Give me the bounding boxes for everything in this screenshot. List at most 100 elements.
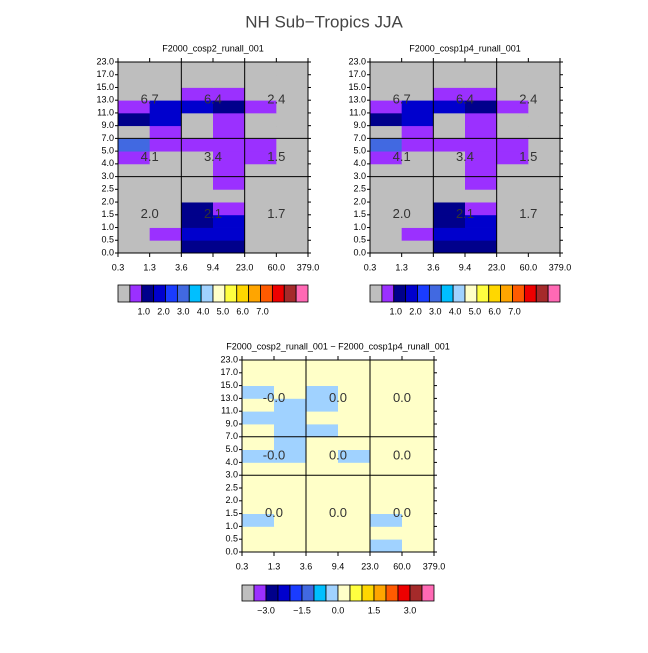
region-label: 1.5 [267,149,285,164]
cell [306,436,339,450]
cell [402,372,435,386]
cell [213,240,246,254]
cell [465,202,498,216]
cell [181,74,214,88]
colorbar-box [241,584,255,602]
cell [402,462,435,476]
region-label: 4.1 [141,149,159,164]
cell [242,500,275,514]
cell [370,138,403,152]
y-tick-label: 11.0 [97,107,114,117]
colorbar-box [200,284,214,303]
cell [370,240,403,254]
y-tick-label: 9.0 [101,120,114,130]
cell [276,100,309,114]
colorbar-box [117,284,131,303]
colorbar-box [523,284,537,303]
cell [118,62,151,76]
cell [401,163,434,177]
cell [496,176,529,190]
y-tick-label: 2.0 [225,495,238,505]
cell [528,227,561,241]
cell [338,500,371,514]
colorbar-tick-label: 4.0 [197,306,210,316]
region-label: 1.5 [519,149,537,164]
x-tick-label: 23.0 [488,262,506,272]
cell [338,411,371,425]
cell [149,240,182,254]
cell [338,360,371,374]
cell [242,513,275,527]
cell [276,163,309,177]
cell [528,151,561,165]
cell [118,163,151,177]
colorbar-tick-label: 2.0 [409,306,422,316]
cell [370,462,403,476]
colorbar-tick-label: −1.5 [293,605,311,615]
cell [276,202,309,216]
cell [496,151,529,165]
cell [338,488,371,502]
cell [181,227,214,241]
cell [306,513,339,527]
cell [244,189,277,203]
cell [244,125,277,139]
colorbar-tick-label: 3.0 [177,306,190,316]
cell [306,424,339,438]
cell [213,214,246,228]
colorbar-tick-label: 6.0 [488,306,501,316]
colorbar-box [405,284,418,303]
cell [465,240,498,254]
region-label: 1.7 [519,206,537,221]
cell [244,74,277,88]
cell [118,227,151,241]
colorbar-box [188,284,202,303]
x-tick-label: 23.0 [236,262,254,272]
cell [274,462,307,476]
colorbar-box [301,584,315,602]
colorbar-box [500,284,513,303]
region-label: 0.0 [265,505,283,520]
cell [244,176,277,190]
colorbar-box [265,584,279,602]
cell [402,500,435,514]
colorbar-box [248,284,261,303]
colorbar-box [535,284,549,303]
cell [338,513,371,527]
cell [370,87,403,101]
y-tick-label: 7.0 [353,133,366,143]
x-tick-label: 3.6 [427,262,440,272]
cell [276,74,309,88]
cell [274,449,307,463]
colorbar-box [409,584,423,602]
cell [402,436,435,450]
cell [118,112,151,127]
y-tick-label: 1.5 [225,508,238,518]
cell [402,449,435,463]
cell [433,176,466,190]
cell [244,138,277,152]
cell [528,214,561,228]
cell [242,539,275,553]
y-tick-label: 2.0 [101,196,114,206]
cell [401,189,434,203]
cell [402,398,435,412]
colorbar-tick-label: 1.0 [389,306,402,316]
y-tick-label: 23.0 [96,56,114,66]
colorbar-box [253,584,267,602]
cell [242,372,275,386]
cell [118,240,151,254]
y-tick-label: 5.0 [101,146,114,156]
cell [465,74,498,88]
cell [370,100,403,114]
cell [496,138,529,152]
cell [306,488,339,502]
cell [370,513,403,527]
cell [213,100,246,114]
cell [402,488,435,502]
y-tick-label: 23.0 [348,56,366,66]
x-tick-label: 1.3 [268,561,281,571]
cell [370,360,403,374]
cell [276,112,309,127]
